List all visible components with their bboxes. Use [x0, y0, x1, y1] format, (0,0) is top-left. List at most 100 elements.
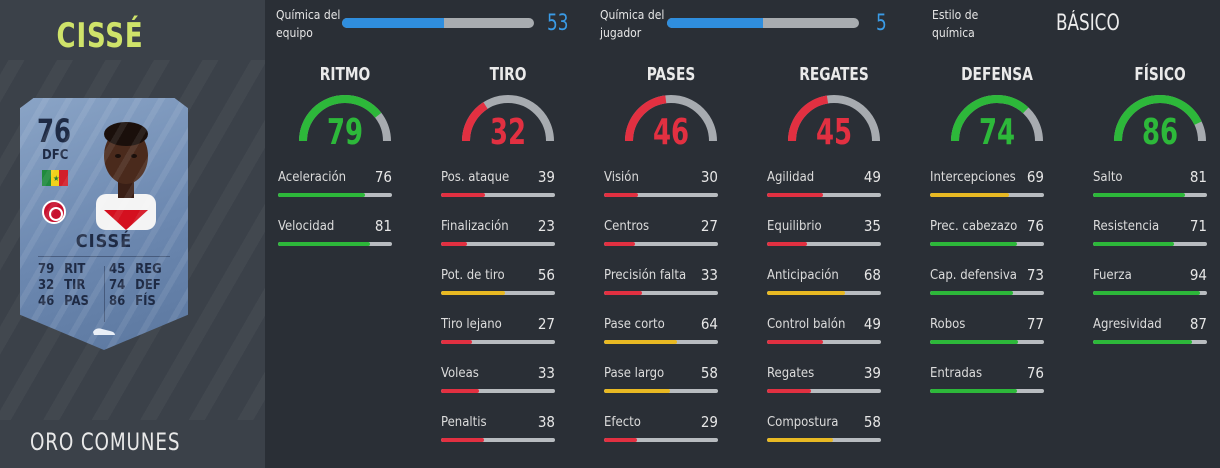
attribute-row: Pos. ataque 39: [441, 168, 555, 219]
attribute-bar: [930, 193, 1044, 197]
attribute-value: 76: [1026, 364, 1044, 382]
attribute-bar: [604, 193, 718, 197]
player-card[interactable]: 76 DFC ★ CISSÉ 79 RIT 45 REG 32 TIR 74 D…: [20, 98, 188, 350]
attribute-bar: [604, 340, 718, 344]
card-stat: 46 PAS: [38, 294, 89, 309]
attribute-bar-fill: [604, 242, 635, 246]
chemistry-style-label: Estilo de química: [932, 8, 979, 40]
gauge-fill: [1114, 95, 1206, 142]
player-panel: CISSÉ 76 DFC ★ CISSÉ 79 RIT 45 REG 32 TI…: [0, 0, 265, 468]
attribute-row: Intercepciones 69: [930, 168, 1044, 219]
attribute-bar: [767, 291, 881, 295]
attribute-row: Pot. de tiro 56: [441, 266, 555, 317]
attribute-bar-fill: [441, 291, 505, 295]
attribute-row: Finalización 23: [441, 217, 555, 268]
attribute-bar-fill: [767, 193, 823, 197]
attribute-bar-fill: [1093, 340, 1193, 344]
attribute-bar-fill: [1093, 291, 1201, 295]
gauge-fill: [462, 95, 554, 142]
attribute-bar-fill: [767, 291, 845, 295]
gauge-fill: [951, 95, 1043, 142]
attribute-bar: [441, 340, 555, 344]
chemistry-style-value[interactable]: BÁSICO: [1056, 11, 1120, 36]
gauge-fill: [299, 95, 391, 142]
attribute-bar-fill: [441, 340, 472, 344]
attribute-row: Precisión falta 33: [604, 266, 718, 317]
card-stat: 45 REG: [109, 262, 162, 277]
category-gauge: [951, 95, 1043, 142]
attribute-value: 68: [863, 266, 881, 284]
attribute-bar-fill: [767, 438, 834, 442]
attribute-label: Salto: [1093, 170, 1123, 185]
attribute-label: Fuerza: [1093, 268, 1132, 283]
attribute-bar: [604, 389, 718, 393]
card-stat: 79 RIT: [38, 262, 86, 277]
attribute-row: Salto 81: [1093, 168, 1207, 219]
category-title: RITMO: [319, 64, 371, 85]
card-divider: [38, 256, 170, 257]
attribute-value: 39: [537, 168, 555, 186]
attribute-bar: [278, 193, 392, 197]
attribute-row: Resistencia 71: [1093, 217, 1207, 268]
card-stat: 32 TIR: [38, 278, 86, 293]
attribute-row: Cap. defensiva 73: [930, 266, 1044, 317]
attribute-label: Tiro lejano: [441, 317, 502, 332]
attribute-bar: [767, 389, 881, 393]
category-value: 79: [326, 112, 364, 153]
attribute-bar-fill: [604, 193, 639, 197]
attribute-bar: [604, 438, 718, 442]
attribute-row: Equilibrio 35: [767, 217, 881, 268]
attribute-label: Intercepciones: [930, 170, 1016, 185]
category-title: TIRO: [489, 64, 527, 85]
attribute-bar-fill: [278, 242, 371, 246]
attribute-value: 81: [374, 217, 392, 235]
attribute-label: Pot. de tiro: [441, 268, 505, 283]
attribute-bar-fill: [930, 193, 1009, 197]
team-chemistry-label: Química del equipo: [276, 8, 341, 40]
attribute-bar: [930, 242, 1044, 246]
attribute-value: 58: [700, 364, 718, 382]
category-title: REGATES: [799, 64, 869, 85]
attribute-list: Intercepciones 69 Prec. cabezazo 76 Cap. def…: [930, 168, 1044, 415]
flag-star-icon: ★: [53, 174, 60, 183]
attribute-value: 76: [1026, 217, 1044, 235]
attribute-bar-fill: [441, 389, 479, 393]
attribute-label: Agresividad: [1093, 317, 1162, 332]
attribute-bar: [278, 242, 392, 246]
attribute-label: Pos. ataque: [441, 170, 510, 185]
attribute-bar: [1093, 193, 1207, 197]
attribute-label: Cap. defensiva: [930, 268, 1017, 283]
attribute-value: 69: [1026, 168, 1044, 186]
attribute-value: 49: [863, 315, 881, 333]
attribute-bar: [930, 389, 1044, 393]
attribute-value: 27: [700, 217, 718, 235]
attribute-bar-fill: [604, 438, 638, 442]
attribute-label: Control balón: [767, 317, 846, 332]
club-badge-icon: [42, 200, 66, 224]
attribute-value: 56: [537, 266, 555, 284]
category-title: FÍSICO: [1134, 64, 1186, 85]
attribute-bar: [1093, 340, 1207, 344]
attribute-bar: [441, 242, 555, 246]
attribute-row: Control balón 49: [767, 315, 881, 366]
attribute-label: Visión: [604, 170, 639, 185]
boot-icon: [93, 328, 115, 335]
attribute-value: 27: [537, 315, 555, 333]
attribute-label: Prec. cabezazo: [930, 219, 1018, 234]
attribute-row: Visión 30: [604, 168, 718, 219]
attribute-row: Efecto 29: [604, 413, 718, 464]
attribute-label: Regates: [767, 366, 815, 381]
category-value: 86: [1141, 112, 1179, 153]
category-value: 45: [815, 112, 853, 153]
attribute-bar-fill: [441, 438, 485, 442]
card-quality-label: ORO COMUNES: [30, 428, 181, 456]
attribute-bar: [767, 193, 881, 197]
attribute-list: Aceleración 76 Velocidad 81: [278, 168, 392, 268]
attribute-bar: [767, 242, 881, 246]
attribute-row: Pase corto 64: [604, 315, 718, 366]
player-chemistry-bar: [667, 18, 859, 28]
attribute-bar-fill: [930, 389, 1017, 393]
category-gauge: [462, 95, 554, 142]
attribute-row: Pase largo 58: [604, 364, 718, 415]
attribute-label: Penaltis: [441, 415, 487, 430]
